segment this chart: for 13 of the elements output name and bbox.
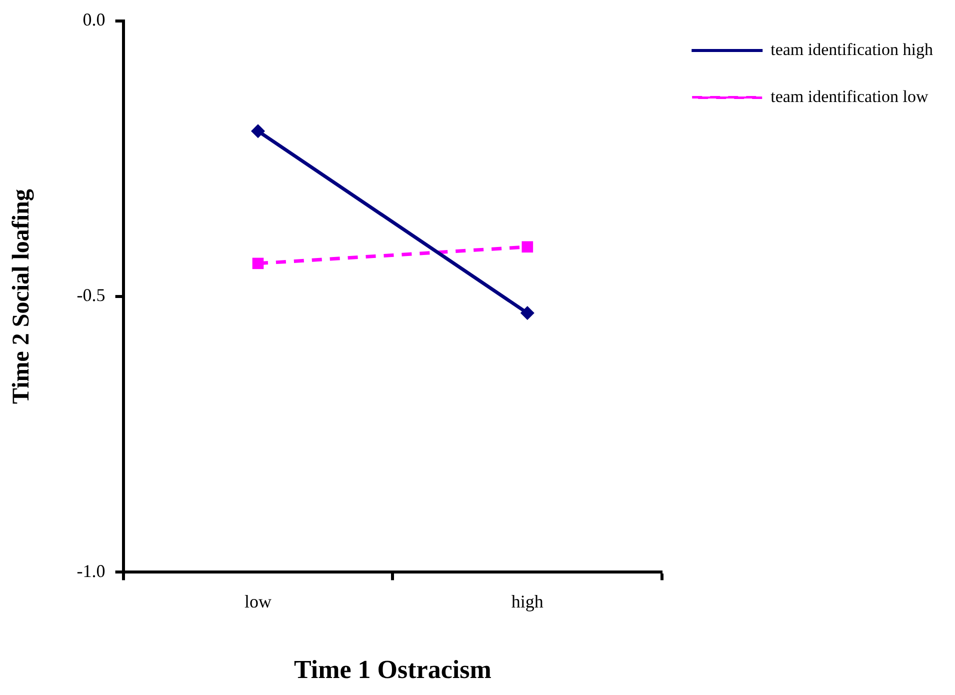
- x-axis-title: Time 1 Ostracism: [294, 655, 492, 684]
- point: [520, 306, 534, 320]
- point: [250, 124, 265, 138]
- y-tick-label: -0.5: [76, 285, 106, 306]
- y-axis-title: Time 2 Social loafing: [8, 189, 35, 404]
- point: [522, 241, 534, 253]
- x-tick-label: high: [511, 592, 544, 612]
- point: [252, 258, 264, 270]
- y-tick-label: -1.0: [76, 560, 106, 581]
- y-tick-label: 0.0: [82, 10, 106, 30]
- legend-label: team identification high: [770, 40, 934, 59]
- legend-label: team identification low: [770, 86, 929, 106]
- x-tick-label: low: [244, 592, 272, 612]
